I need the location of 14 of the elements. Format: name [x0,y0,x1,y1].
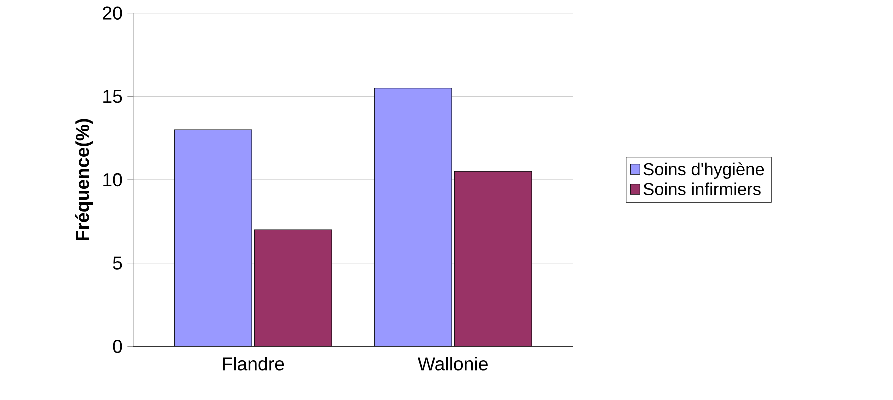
bar [454,171,532,347]
y-tick-label: 20 [103,6,122,20]
legend-label: Soins infirmiers [644,182,761,196]
y-tick-label: 15 [104,90,122,104]
y-tick-label: 10 [104,173,122,187]
bar [374,88,452,347]
bar [254,230,332,347]
y-tick-label: 0 [113,340,122,354]
y-axis-title: Fréquence(%) [75,119,94,240]
legend-label: Soins d'hygiène [644,162,764,180]
x-tick-label: Flandre [223,357,284,371]
y-tick-label: 5 [113,256,122,270]
x-tick-label: Wallonie [418,357,488,371]
bar [174,130,252,347]
